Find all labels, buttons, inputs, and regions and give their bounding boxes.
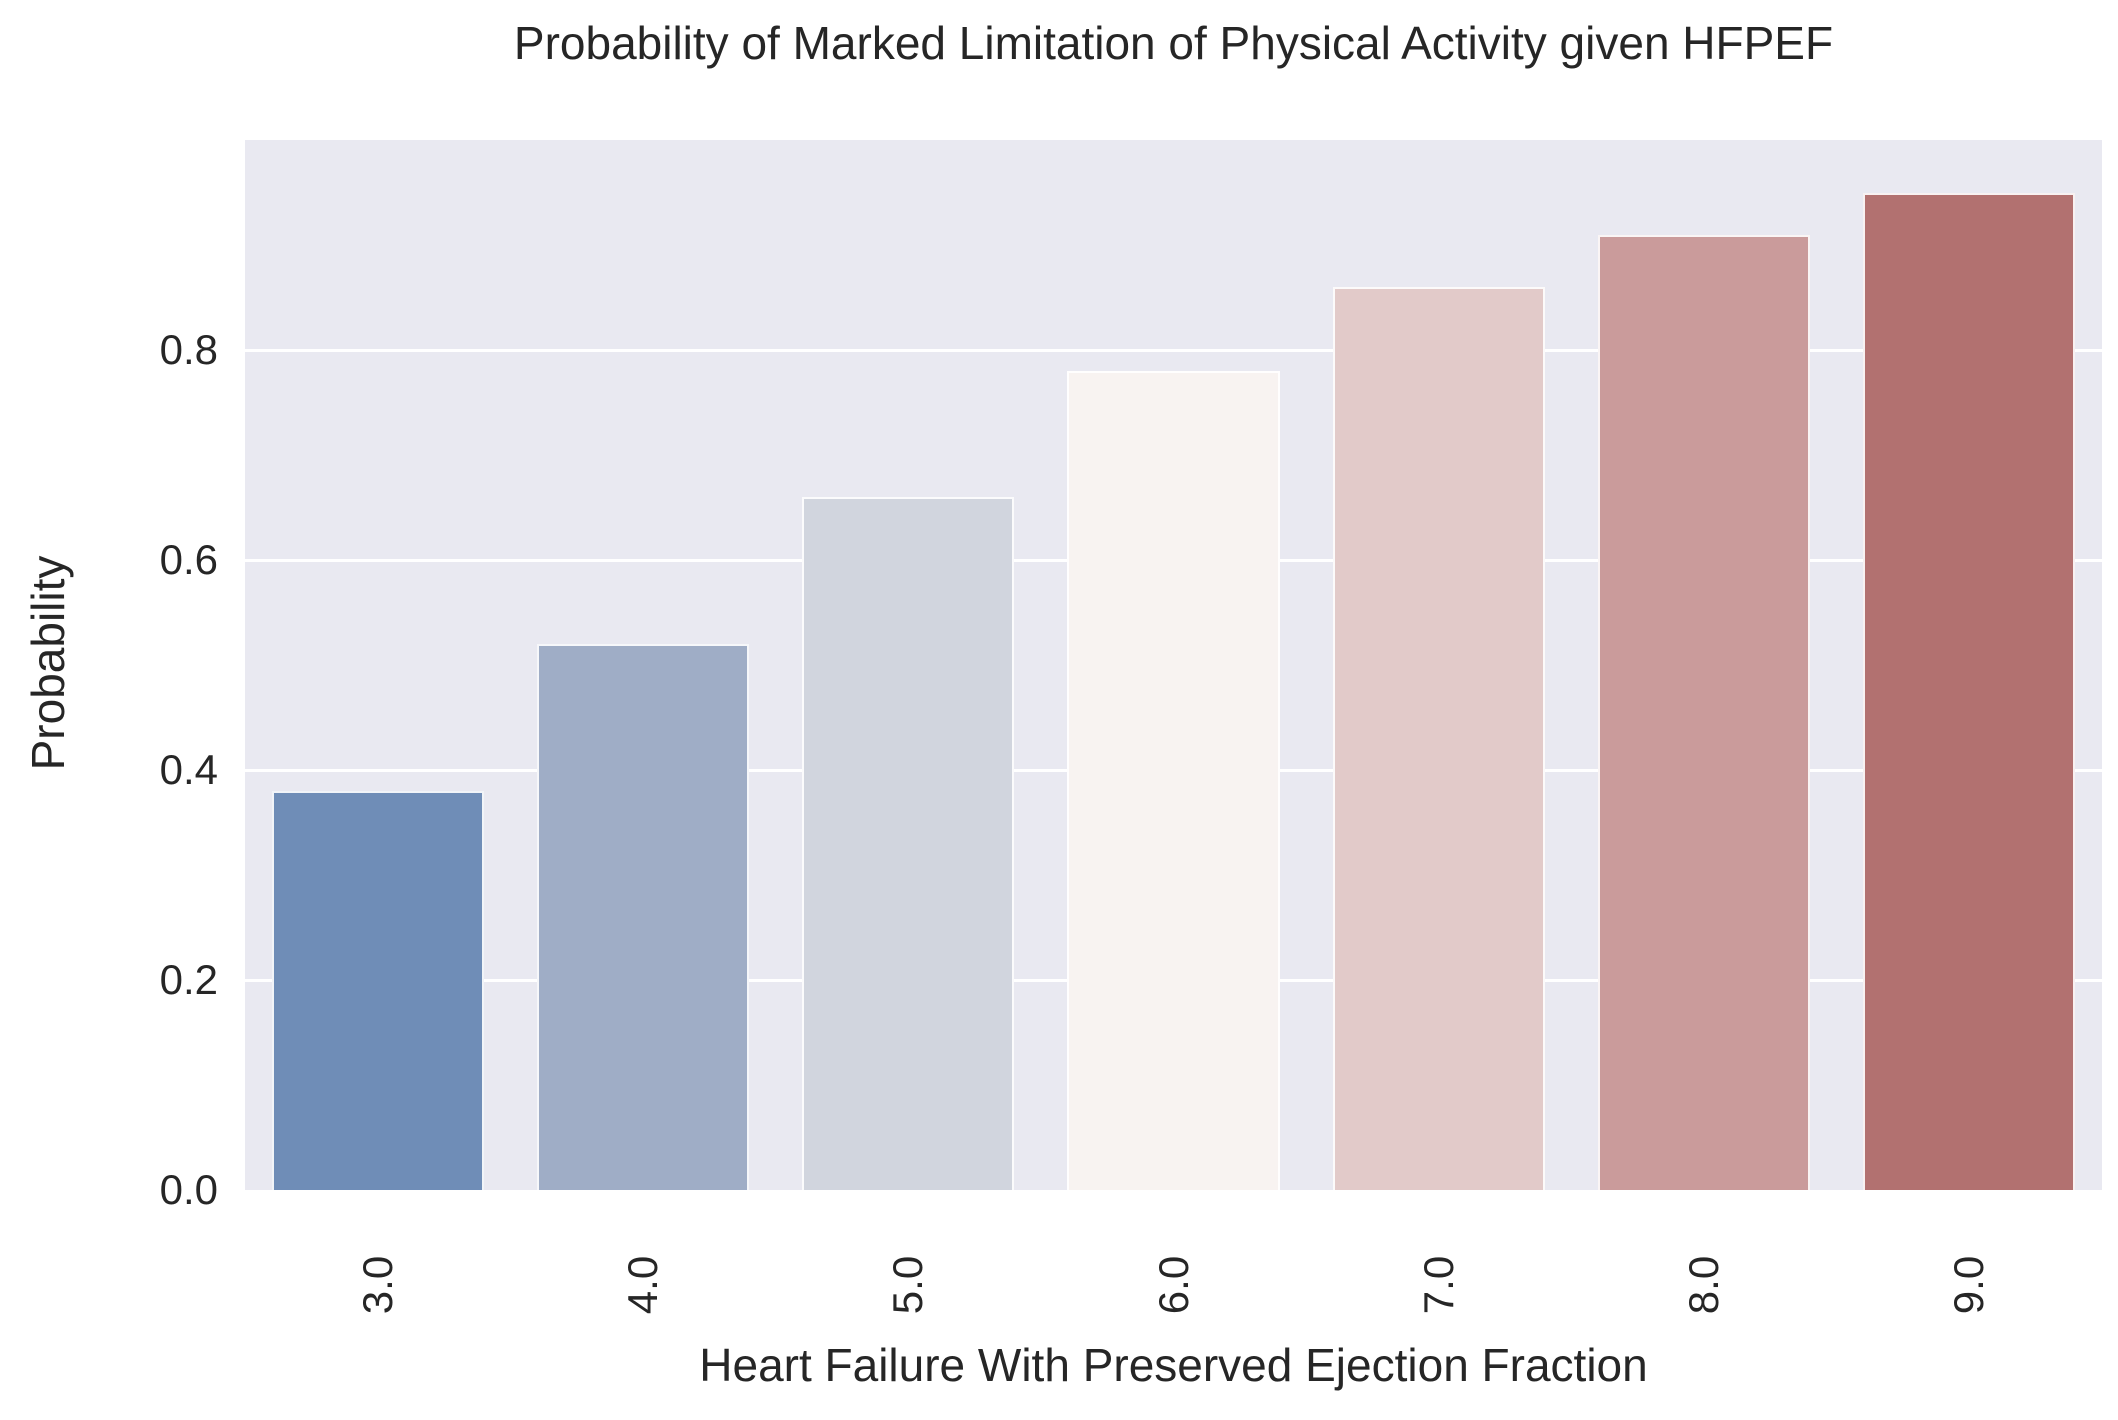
bar-slot (1571, 140, 1836, 1190)
x-tick-label: 6.0 (1149, 1255, 1197, 1315)
x-tick-label: 5.0 (884, 1255, 932, 1315)
plot-area (245, 140, 2102, 1190)
bar (536, 644, 750, 1190)
y-tick-label: 0.0 (159, 1166, 218, 1213)
y-tick-label: 0.8 (159, 326, 218, 373)
x-axis-title: Heart Failure With Preserved Ejection Fr… (699, 1339, 1648, 1391)
bar-slot (245, 140, 510, 1190)
bar-slot (1041, 140, 1306, 1190)
bar-slot (510, 140, 775, 1190)
y-tick-label: 0.2 (159, 956, 218, 1003)
x-tick-label: 9.0 (1945, 1255, 1993, 1315)
bar (1863, 192, 2076, 1190)
bars-container (245, 140, 2102, 1190)
x-tick-label: 7.0 (1414, 1255, 1462, 1315)
bar (802, 497, 1015, 1190)
y-axis-tick-labels: 0.0 0.2 0.4 0.6 0.8 (0, 140, 232, 1211)
bar (1597, 234, 1811, 1190)
x-axis-tick-labels: 3.0 4.0 5.0 6.0 7.0 8.0 9.0 (245, 1190, 2102, 1340)
chart-title: Probability of Marked Limitation of Phys… (513, 17, 1834, 69)
x-tick-label: 4.0 (618, 1255, 666, 1315)
bar (271, 791, 484, 1190)
y-tick-label: 0.6 (159, 536, 218, 583)
bar-slot (776, 140, 1041, 1190)
bar (1067, 371, 1280, 1190)
x-tick-label: 8.0 (1680, 1255, 1728, 1315)
x-tick-label: 3.0 (353, 1255, 401, 1315)
bar-slot (1837, 140, 2102, 1190)
bar (1332, 287, 1545, 1190)
y-tick-label: 0.4 (159, 746, 218, 793)
bar-slot (1306, 140, 1571, 1190)
gridline (245, 348, 2102, 352)
